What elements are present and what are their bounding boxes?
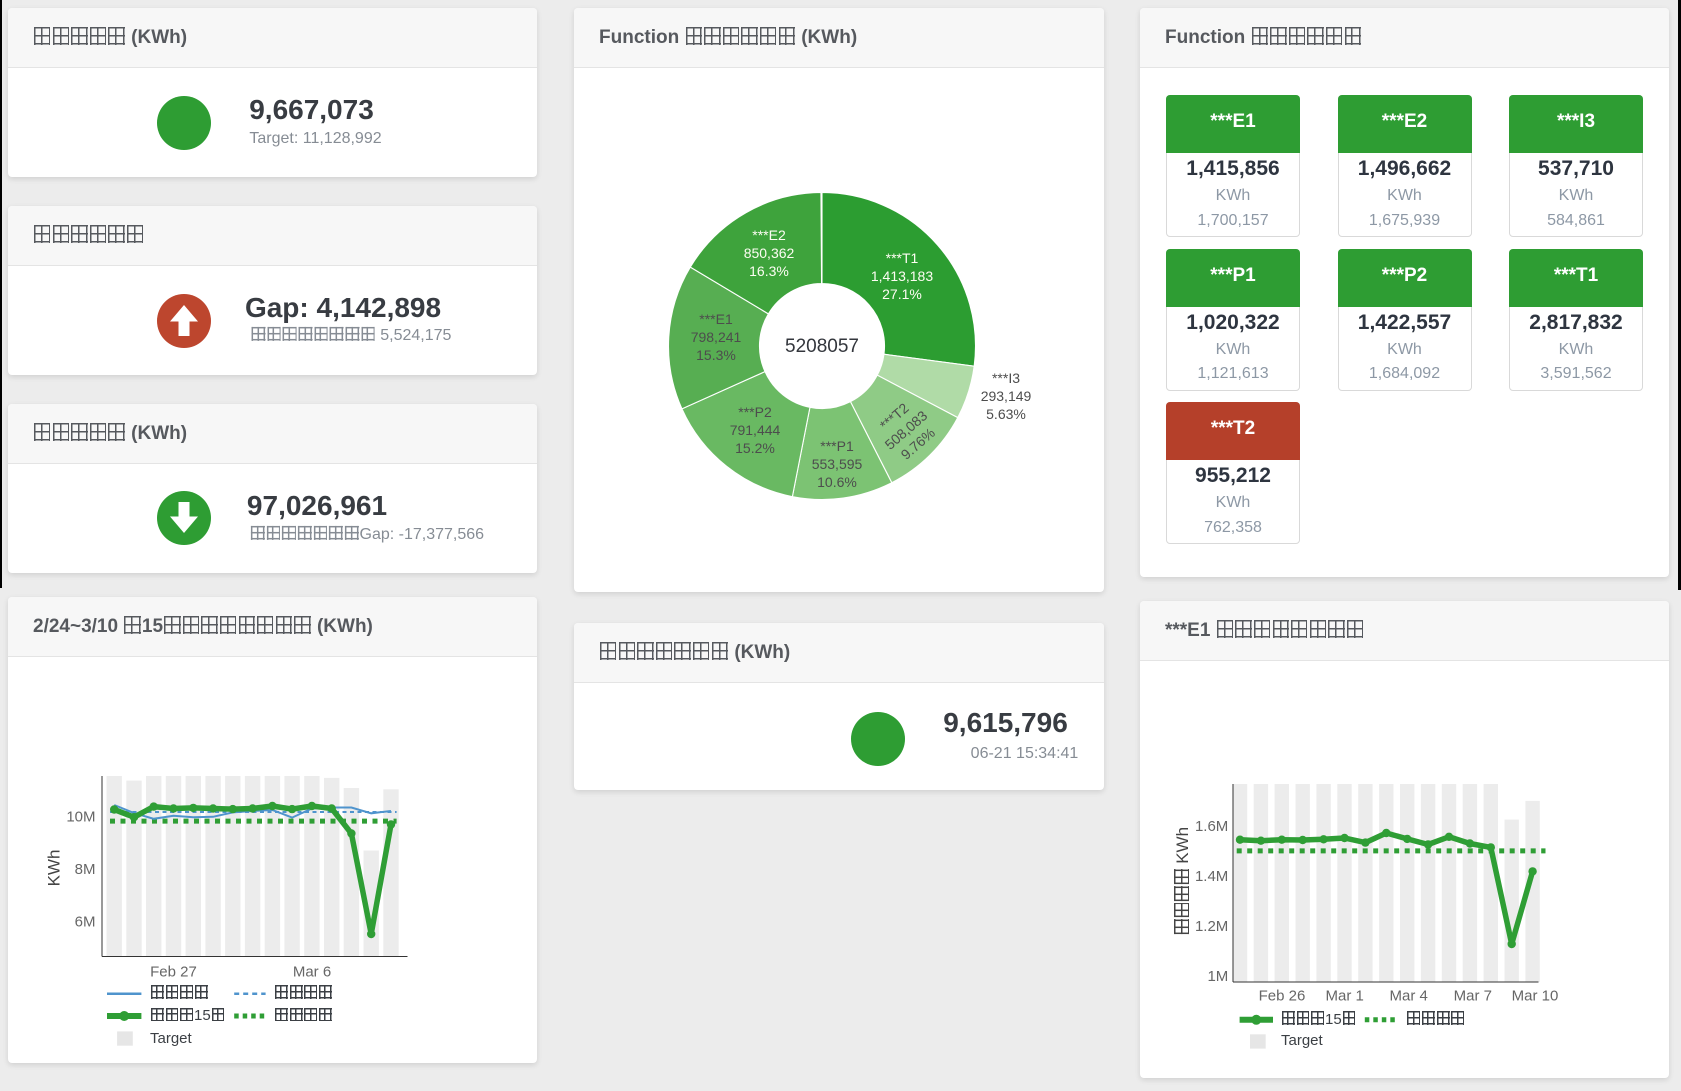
svg-text:Feb 27: Feb 27 (150, 964, 197, 981)
svg-text:Mar 10: Mar 10 (1512, 988, 1559, 1005)
svg-text:6M: 6M (75, 913, 96, 930)
svg-text:1.2M: 1.2M (1195, 918, 1228, 935)
svg-text:Mar 4: Mar 4 (1390, 988, 1428, 1005)
svg-text:1.6M: 1.6M (1195, 818, 1228, 835)
svg-text:Feb 26: Feb 26 (1259, 988, 1306, 1005)
svg-text:1.4M: 1.4M (1195, 868, 1228, 885)
svg-text:Mar 7: Mar 7 (1454, 988, 1492, 1005)
svg-text:Mar 1: Mar 1 (1326, 988, 1364, 1005)
svg-text:KWh: KWh (45, 850, 64, 887)
svg-text:8M: 8M (75, 861, 96, 878)
svg-text:Mar 6: Mar 6 (293, 964, 331, 981)
svg-text:10M: 10M (66, 809, 95, 826)
svg-text:1M: 1M (1207, 968, 1228, 985)
